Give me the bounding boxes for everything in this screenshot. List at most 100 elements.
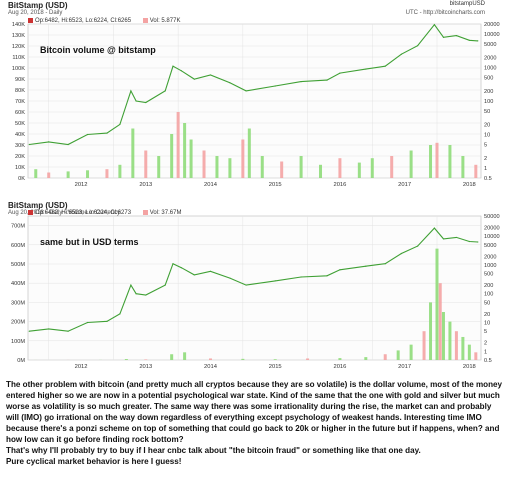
price-point [67,330,69,332]
volume-bar [189,139,193,178]
left-axis-tick-label: 80K [15,88,25,94]
volume-bar [448,321,452,360]
left-axis-tick-label: 40K [15,132,25,138]
commentary-paragraph-3: Pure cyclical market behavior is here I … [6,457,182,466]
volume-bar [247,128,251,178]
price-point [477,40,479,42]
volume-bar [170,134,174,178]
x-axis-tick-label: 2016 [333,364,346,370]
vol-legend: Vol: 37.67M [149,210,182,217]
price-point [384,263,386,265]
price-point [433,227,436,229]
right-axis-tick-label: 0.5 [484,358,492,364]
price-point [209,74,212,76]
right-axis-tick-label: 0.5 [484,176,492,182]
volume-btc-chart-panel: 0K 10K 20K 30K 40K 50K 60K 70K 80K 90K 100K 110K 120… [0,0,511,192]
price-point [180,267,182,269]
right-axis-tick-label: 100 [484,292,493,298]
price-point [274,280,276,282]
price-point [433,24,436,26]
volume-bar [383,354,387,360]
price-point [193,274,195,276]
x-axis-tick-label: 2014 [204,364,218,370]
source-url: UTC - http://bitcoincharts.com [405,10,485,16]
chart-title: BitStamp (USD) [8,201,68,210]
price-point [164,90,166,92]
price-point [300,80,302,83]
ohlc-legend: Op:6482, Hi:6523, Lo:6224, Cl:6265 [35,18,132,25]
price-point [229,82,231,84]
right-axis-tick-label: 5 [484,329,487,335]
right-axis-tick-label: 500 [484,272,493,278]
volume-bar [183,352,187,360]
left-axis-tick-label: 700M [11,224,25,230]
volume-bar [474,164,478,178]
volume-bar [260,156,264,178]
right-axis-tick-label: 50 [484,300,490,306]
volume-bar [435,142,439,178]
volume-bar [390,156,394,178]
price-point [229,277,231,279]
left-axis-tick-label: 60K [15,110,25,116]
volume-bar [357,162,361,178]
volume-bar [105,169,109,178]
price-point [442,238,445,240]
chart-legend: Op:6482, Hi:6523, Lo:6224, Cl:6265 Vol: … [28,18,180,24]
left-axis-tick-label: 140K [12,22,25,28]
right-axis-tick-label: 100 [484,99,493,105]
right-axis-tick-label: 2000 [484,55,496,61]
vol-swatch-icon [142,18,148,23]
right-axis-tick-label: 10 [484,321,490,327]
volume-bar [124,359,128,360]
vol-legend: Vol: 5.877K [149,18,181,25]
right-axis-tick-label: 1000 [484,263,496,269]
volume-bar [228,158,232,178]
x-axis-tick-label: 2013 [139,364,152,370]
price-point [172,263,174,265]
volume-bar [176,112,180,178]
price-point [300,276,302,278]
volume-bar [241,139,245,178]
right-axis-tick-label: 2000 [484,254,496,260]
price-point [130,90,132,92]
volume-btc-chart: 0K10K20K30K40K50K60K70K80K90K100K110K120… [12,22,500,188]
volume-bar [429,302,433,360]
price-point [135,293,137,295]
volume-bar [409,344,413,360]
right-axis-tick-label: 20000 [484,225,500,231]
right-axis-tick-label: 20 [484,312,490,318]
price-point [384,65,386,67]
price-point [86,133,89,136]
chart-title: BitStamp (USD) [8,1,68,10]
volume-bar [144,150,148,178]
right-axis-tick-label: 1000 [484,66,496,72]
price-point [48,328,50,330]
volume-bar [157,156,161,178]
volume-bar [396,350,400,360]
volume-bar [448,145,452,178]
left-axis-tick-label: 30K [15,143,25,149]
volume-bar [438,283,442,360]
volume-bar [461,336,465,360]
right-axis-tick-label: 5000 [484,42,496,48]
volume-bar [364,357,368,360]
chart-legend: Op:6482, Hi:6523, Lo:6224, Cl:6273 Vol: … [28,210,181,216]
x-axis-tick-label: 2012 [75,182,88,188]
price-point [86,321,89,324]
x-axis-tick-label: 2016 [333,182,346,188]
volume-bar [435,248,439,360]
chart-annotation: same but in USD terms [40,237,139,247]
volume-bar [86,170,90,178]
volume-bar [409,150,413,178]
x-axis-tick-label: 2017 [398,182,411,188]
volume-bar [215,156,219,178]
volume-bar [170,354,174,360]
price-point [119,313,121,315]
right-axis-tick-label: 20 [484,122,490,128]
right-axis-tick-label: 20000 [484,22,500,28]
source-name: bitstampUSD [449,1,485,7]
left-axis-tick-label: 0K [18,176,25,182]
volume-bar [47,172,51,178]
right-axis-tick-label: 10000 [484,234,500,240]
price-point [172,65,174,67]
